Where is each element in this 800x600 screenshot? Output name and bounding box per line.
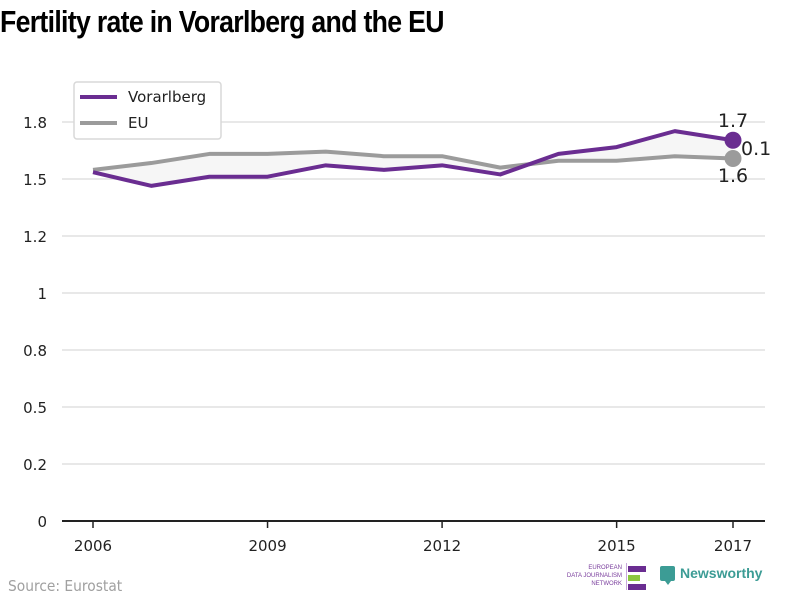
- edjnet-line-2: DATA JOURNALISM: [566, 573, 622, 579]
- x-tick-label: 2015: [598, 537, 636, 555]
- x-tick-label: 2017: [714, 537, 752, 555]
- y-tick-label: 0.5: [23, 399, 47, 417]
- newsworthy-chart-icon: [660, 565, 675, 585]
- y-tick-label: 1.2: [23, 228, 47, 246]
- series-line-vorarlberg: [92, 129, 734, 188]
- end-label-vorarlberg: 1.7: [718, 110, 748, 132]
- y-tick-label: 1.5: [23, 171, 47, 189]
- edjnet-bar-bottom: [628, 584, 646, 590]
- newsworthy-logo[interactable]: Newsworthy: [660, 565, 763, 585]
- y-tick-label: 0.2: [23, 456, 47, 474]
- edjnet-bar-top: [628, 566, 646, 572]
- series-lines: [92, 129, 734, 188]
- end-label-eu: 1.6: [718, 165, 748, 187]
- legend-label-vorarlberg: Vorarlberg: [128, 88, 206, 106]
- legend: Vorarlberg EU: [73, 81, 222, 140]
- edjnet-line-1: EUROPEAN: [588, 565, 622, 571]
- series-line-eu: [92, 149, 734, 172]
- x-tick-label: 2012: [423, 537, 461, 555]
- y-tick-label: 0: [37, 513, 47, 531]
- y-tick-label: 1: [37, 285, 47, 303]
- end-marker-vorarlberg: [724, 131, 742, 149]
- x-tick-label: 2006: [74, 537, 112, 555]
- y-tick-label: 0.8: [23, 342, 47, 360]
- difference-label: 0.1: [741, 138, 771, 160]
- x-tick-label: 2009: [248, 537, 286, 555]
- edjnet-logo[interactable]: EUROPEAN DATA JOURNALISM NETWORK: [567, 563, 648, 591]
- difference-area: [93, 131, 733, 186]
- edjnet-line-3: NETWORK: [591, 581, 622, 587]
- chart-title: Fertility rate in Vorarlberg and the EU: [0, 4, 444, 39]
- edjnet-text: EUROPEAN DATA JOURNALISM NETWORK: [567, 564, 622, 588]
- y-tick-label: 1.8: [23, 114, 47, 132]
- source-note: Source: Eurostat: [8, 577, 123, 595]
- gridlines: [62, 121, 765, 465]
- y-axis-ticks: 0 0.2 0.5 0.8 1 1.2 1.5 1.8: [23, 114, 47, 531]
- edjnet-separator: [626, 563, 627, 590]
- end-marker-eu: [724, 149, 742, 167]
- legend-label-eu: EU: [128, 114, 148, 132]
- x-axis-ticks: 2006 2009 2012 2015 2017: [74, 521, 752, 555]
- edjnet-bar-middle: [628, 575, 640, 581]
- newsworthy-name: Newsworthy: [680, 565, 763, 581]
- end-markers: [724, 131, 742, 167]
